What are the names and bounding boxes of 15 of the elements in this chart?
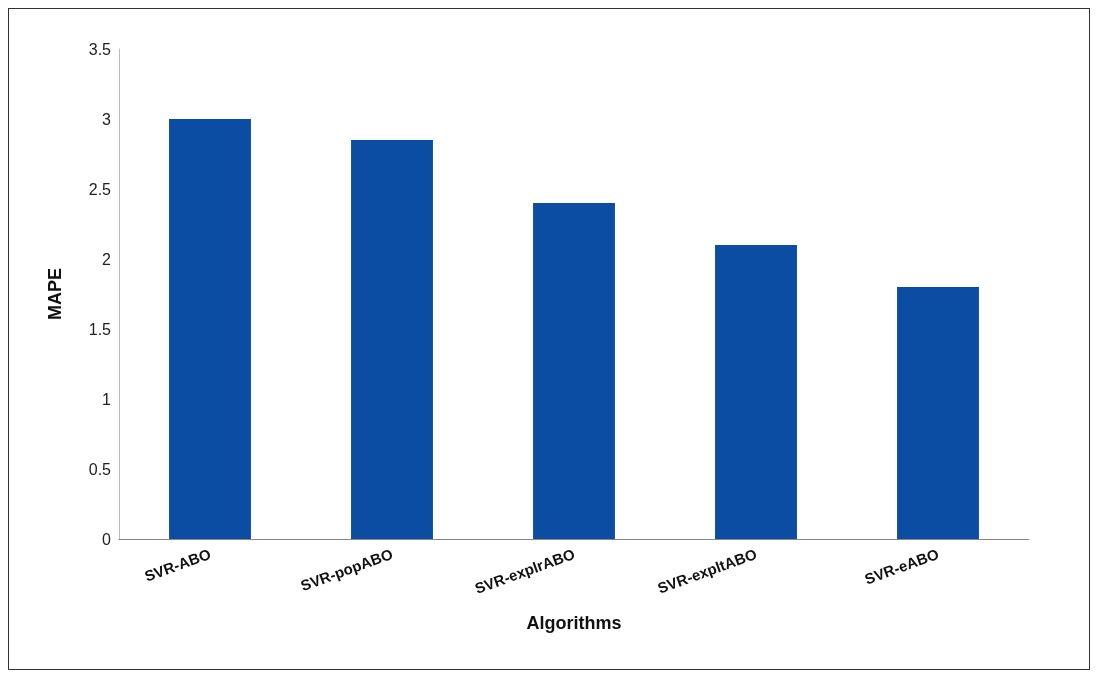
y-tick-label: 3.5 [88, 40, 112, 58]
bar [897, 287, 979, 539]
bar [715, 245, 797, 539]
bar [533, 203, 615, 539]
y-tick-label: 3 [102, 110, 112, 128]
bar [351, 140, 433, 539]
y-axis-title: MAPE [45, 267, 65, 321]
y-tick-label: 2 [102, 250, 112, 268]
bar [169, 119, 251, 539]
y-tick-label: 0 [102, 530, 112, 548]
y-tick-label: 1.5 [88, 320, 112, 338]
x-axis-title: Algorithms [526, 613, 622, 633]
y-tick-label: 0.5 [88, 460, 112, 478]
y-tick-label: 2.5 [88, 180, 112, 198]
y-tick-label: 1 [102, 390, 112, 408]
